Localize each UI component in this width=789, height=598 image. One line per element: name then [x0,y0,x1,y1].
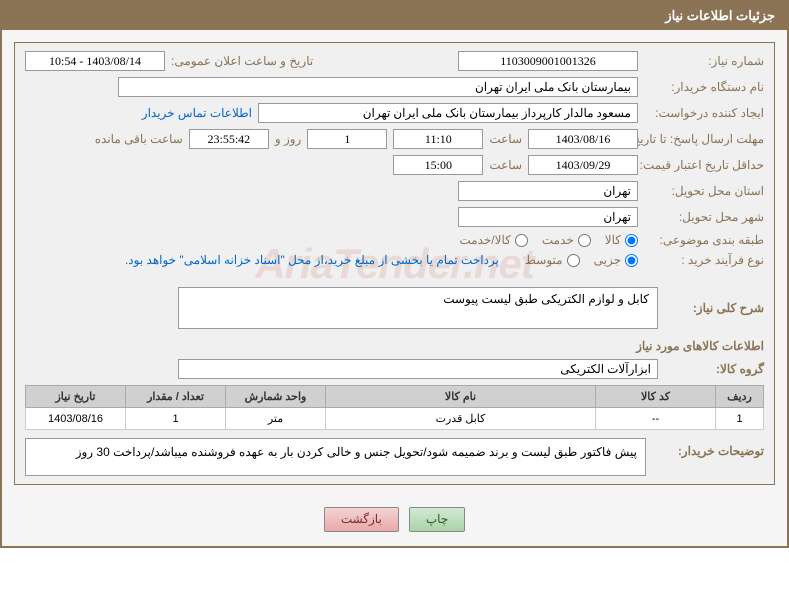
radio-goods-label: کالا [605,233,621,247]
row-general-desc: شرح کلی نیاز: کابل و لوازم الکتریکی طبق … [25,287,764,329]
cell-unit: متر [226,408,326,430]
cell-date: 1403/08/16 [26,408,126,430]
goods-group-field[interactable] [178,359,658,379]
response-deadline-date-field[interactable] [528,129,638,149]
countdown-field[interactable] [189,129,269,149]
details-panel: AriaTender.net شماره نیاز: تاریخ و ساعت … [14,42,775,485]
goods-table-wrap: ردیف کد کالا نام کالا واحد شمارش تعداد /… [25,385,764,430]
radio-partial[interactable] [625,254,638,267]
time-label-2: ساعت [489,158,522,172]
button-row: چاپ بازگشت [2,497,787,546]
radio-service[interactable] [578,234,591,247]
days-remaining-field[interactable] [307,129,387,149]
general-desc-label: شرح کلی نیاز: [664,301,764,315]
col-name: نام کالا [326,386,596,408]
response-deadline-time-field[interactable] [393,129,483,149]
radio-goods-service[interactable] [515,234,528,247]
radio-partial-label: جزیی [594,253,621,267]
buyer-org-label: نام دستگاه خریدار: [644,80,764,94]
row-purchase-type: نوع فرآیند خرید : جزیی متوسط پرداخت تمام… [25,253,764,267]
col-date: تاریخ نیاز [26,386,126,408]
radio-goods-service-label: کالا/خدمت [459,233,510,247]
table-header-row: ردیف کد کالا نام کالا واحد شمارش تعداد /… [26,386,764,408]
goods-info-title: اطلاعات کالاهای مورد نیاز [636,339,764,353]
general-desc-box[interactable]: کابل و لوازم الکتریکی طبق لیست پیوست [178,287,658,329]
buyer-notes-box[interactable]: پیش فاکتور طبق لیست و برند ضمیمه شود/تحو… [25,438,646,476]
response-deadline-label: مهلت ارسال پاسخ: تا تاریخ: [644,132,764,146]
page-title-bar: جزئیات اطلاعات نیاز [2,2,787,30]
buyer-contact-link[interactable]: اطلاعات تماس خریدار [142,106,252,120]
requester-field[interactable] [258,103,638,123]
col-unit: واحد شمارش [226,386,326,408]
subject-class-radio-group: کالا خدمت کالا/خدمت [459,233,638,247]
radio-medium-label: متوسط [525,253,563,267]
price-validity-time-field[interactable] [393,155,483,175]
main-container: جزئیات اطلاعات نیاز AriaTender.net شماره… [0,0,789,548]
cell-name: کابل قدرت [326,408,596,430]
col-row: ردیف [716,386,764,408]
radio-goods-item[interactable]: کالا [605,233,638,247]
delivery-city-label: شهر محل تحویل: [644,210,764,224]
col-code: کد کالا [596,386,716,408]
row-buyer-org: نام دستگاه خریدار: [25,77,764,97]
radio-goods-service-item[interactable]: کالا/خدمت [459,233,527,247]
subject-class-label: طبقه بندی موضوعی: [644,233,764,247]
radio-medium[interactable] [567,254,580,267]
requester-label: ایجاد کننده درخواست: [644,106,764,120]
buyer-notes-label: توضیحات خریدار: [654,438,764,476]
cell-num: 1 [716,408,764,430]
row-goods-group: گروه کالا: [25,359,764,379]
announce-date-field[interactable] [25,51,165,71]
delivery-province-label: استان محل تحویل: [644,184,764,198]
page-title: جزئیات اطلاعات نیاز [665,8,775,23]
row-need-number: شماره نیاز: تاریخ و ساعت اعلان عمومی: [25,51,764,71]
price-validity-label: حداقل تاریخ اعتبار قیمت: تا تاریخ: [644,158,764,172]
payment-note: پرداخت تمام یا بخشی از مبلغ خرید،از محل … [125,253,499,267]
delivery-province-field[interactable] [458,181,638,201]
need-number-field[interactable] [458,51,638,71]
cell-code: -- [596,408,716,430]
cell-qty: 1 [126,408,226,430]
back-button[interactable]: بازگشت [324,507,399,532]
row-response-deadline: مهلت ارسال پاسخ: تا تاریخ: ساعت روز و سا… [25,129,764,149]
delivery-city-field[interactable] [458,207,638,227]
purchase-type-label: نوع فرآیند خرید : [644,253,764,267]
radio-goods[interactable] [625,234,638,247]
days-label: روز و [275,132,302,146]
purchase-type-radio-group: جزیی متوسط [525,253,638,267]
time-label-1: ساعت [489,132,522,146]
print-button[interactable]: چاپ [409,507,465,532]
buyer-org-field[interactable] [118,77,638,97]
remaining-label: ساعت باقی مانده [95,132,183,146]
radio-service-item[interactable]: خدمت [542,233,591,247]
radio-medium-item[interactable]: متوسط [525,253,580,267]
radio-partial-item[interactable]: جزیی [594,253,638,267]
row-goods-info-title: اطلاعات کالاهای مورد نیاز [25,339,764,353]
table-row[interactable]: 1 -- کابل قدرت متر 1 1403/08/16 [26,408,764,430]
goods-group-label: گروه کالا: [664,362,764,376]
need-number-label: شماره نیاز: [644,54,764,68]
row-delivery-province: استان محل تحویل: [25,181,764,201]
row-buyer-notes: توضیحات خریدار: پیش فاکتور طبق لیست و بر… [25,438,764,476]
announce-date-label: تاریخ و ساعت اعلان عمومی: [171,54,313,68]
col-qty: تعداد / مقدار [126,386,226,408]
row-price-validity: حداقل تاریخ اعتبار قیمت: تا تاریخ: ساعت [25,155,764,175]
price-validity-date-field[interactable] [528,155,638,175]
row-subject-class: طبقه بندی موضوعی: کالا خدمت کالا/خدمت [25,233,764,247]
row-requester: ایجاد کننده درخواست: اطلاعات تماس خریدار [25,103,764,123]
goods-table: ردیف کد کالا نام کالا واحد شمارش تعداد /… [25,385,764,430]
radio-service-label: خدمت [542,233,574,247]
row-delivery-city: شهر محل تحویل: [25,207,764,227]
